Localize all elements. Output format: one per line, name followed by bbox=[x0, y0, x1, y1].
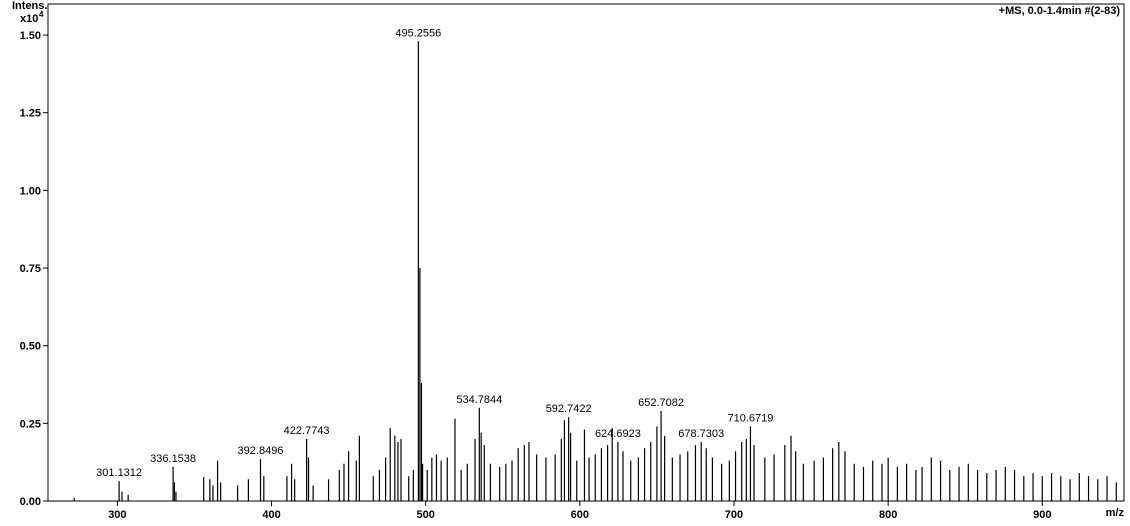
peak-label: 336.1538 bbox=[150, 453, 196, 465]
y-tick-label: 1.50 bbox=[20, 30, 41, 42]
header: +MS, 0.0-1.4min #(2-83) bbox=[999, 5, 1121, 17]
y-tick-label: 0.25 bbox=[20, 418, 41, 430]
y-tick-label: 0.75 bbox=[20, 263, 41, 275]
y-axis-label: Intens. bbox=[12, 0, 47, 12]
peak-label: 592.7422 bbox=[546, 403, 592, 415]
x-tick-label: 400 bbox=[262, 509, 280, 521]
peak-label: 710.6719 bbox=[727, 412, 773, 424]
plot-frame bbox=[47, 3, 1125, 502]
x-tick-label: 600 bbox=[571, 509, 589, 521]
x-tick-label: 800 bbox=[879, 509, 897, 521]
y-scale: x10 bbox=[20, 13, 38, 25]
peak-label: 678.7303 bbox=[678, 428, 724, 440]
x-tick-label: 300 bbox=[108, 509, 126, 521]
peak-label: 392.8496 bbox=[238, 445, 284, 457]
y-tick-label: 1.00 bbox=[20, 185, 41, 197]
peak-label: 301.1312 bbox=[96, 467, 142, 479]
y-tick-label: 0.00 bbox=[20, 496, 41, 508]
peak-label: 422.7743 bbox=[284, 425, 330, 437]
y-tick-label: 1.25 bbox=[20, 108, 41, 120]
x-axis-label: m/z bbox=[1106, 507, 1125, 519]
peak-label: 624.6923 bbox=[595, 428, 641, 440]
x-tick-label: 900 bbox=[1033, 509, 1051, 521]
x-tick-label: 700 bbox=[725, 509, 743, 521]
y-tick-label: 0.50 bbox=[20, 341, 41, 353]
peak-label: 652.7082 bbox=[638, 397, 684, 409]
y-scale-exponent: 4 bbox=[39, 10, 44, 19]
peak-label: 495.2556 bbox=[395, 27, 441, 39]
peak-label: 534.7844 bbox=[456, 394, 502, 406]
x-tick-label: 500 bbox=[416, 509, 434, 521]
